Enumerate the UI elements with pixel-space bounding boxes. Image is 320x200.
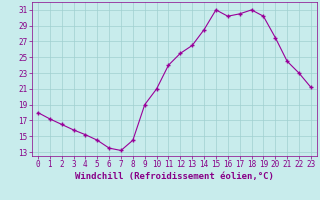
X-axis label: Windchill (Refroidissement éolien,°C): Windchill (Refroidissement éolien,°C): [75, 172, 274, 181]
